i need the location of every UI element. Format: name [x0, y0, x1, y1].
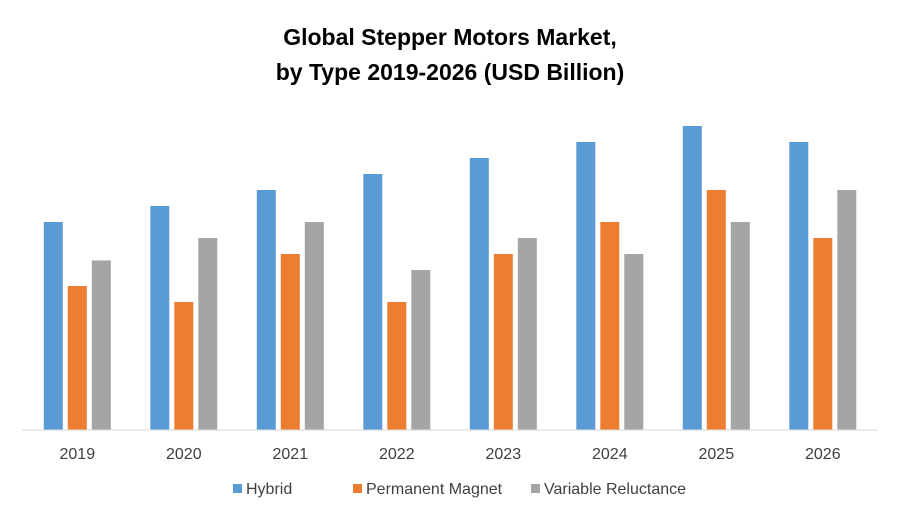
- legend-swatch-variable-reluctance: [531, 484, 540, 493]
- bar-variable-reluctance-2021: [304, 222, 324, 430]
- bar-permanent-magnet-2019: [67, 286, 87, 430]
- bar-variable-reluctance-2025: [730, 222, 750, 430]
- bar-permanent-magnet-2025: [706, 190, 726, 430]
- bar-hybrid-2023: [469, 158, 489, 430]
- bar-variable-reluctance-2022: [411, 270, 431, 430]
- bar-permanent-magnet-2024: [600, 222, 620, 430]
- x-tick-label: 2019: [60, 446, 96, 463]
- bar-permanent-magnet-2023: [493, 254, 513, 430]
- x-tick-label: 2022: [379, 446, 415, 463]
- legend-label-permanent-magnet: Permanent Magnet: [366, 481, 503, 498]
- bar-permanent-magnet-2020: [174, 302, 194, 430]
- bar-hybrid-2024: [576, 142, 596, 430]
- bar-permanent-magnet-2026: [813, 238, 833, 430]
- legend-swatch-hybrid: [233, 484, 242, 493]
- legend-swatch-permanent-magnet: [353, 484, 362, 493]
- bar-hybrid-2025: [682, 126, 702, 430]
- bar-variable-reluctance-2019: [91, 260, 111, 430]
- bar-variable-reluctance-2026: [837, 190, 857, 430]
- x-tick-label: 2026: [805, 446, 841, 463]
- bar-permanent-magnet-2021: [280, 254, 300, 430]
- x-tick-labels: 2019 2020 2021 2022 2023 2024 2025 2026: [60, 446, 841, 463]
- x-tick-label: 2020: [166, 446, 202, 463]
- bar-hybrid-2026: [789, 142, 809, 430]
- bar-hybrid-2021: [256, 190, 276, 430]
- bar-hybrid-2019: [43, 222, 63, 430]
- x-tick-label: 2024: [592, 446, 628, 463]
- chart-title: Global Stepper Motors Market,: [283, 24, 617, 50]
- legend-label-hybrid: Hybrid: [246, 481, 292, 498]
- x-tick-label: 2023: [486, 446, 522, 463]
- chart-subtitle: by Type 2019-2026 (USD Billion): [276, 59, 625, 85]
- legend-label-variable-reluctance: Variable Reluctance: [544, 481, 686, 498]
- bar-variable-reluctance-2024: [624, 254, 644, 430]
- legend: Hybrid Permanent Magnet Variable Reluctanc…: [233, 481, 686, 498]
- bar-variable-reluctance-2023: [517, 238, 537, 430]
- bar-group: [43, 126, 857, 430]
- bar-hybrid-2020: [150, 206, 170, 430]
- bar-permanent-magnet-2022: [387, 302, 407, 430]
- bar-variable-reluctance-2020: [198, 238, 218, 430]
- x-tick-label: 2025: [699, 446, 735, 463]
- x-tick-label: 2021: [273, 446, 309, 463]
- bar-hybrid-2022: [363, 174, 383, 430]
